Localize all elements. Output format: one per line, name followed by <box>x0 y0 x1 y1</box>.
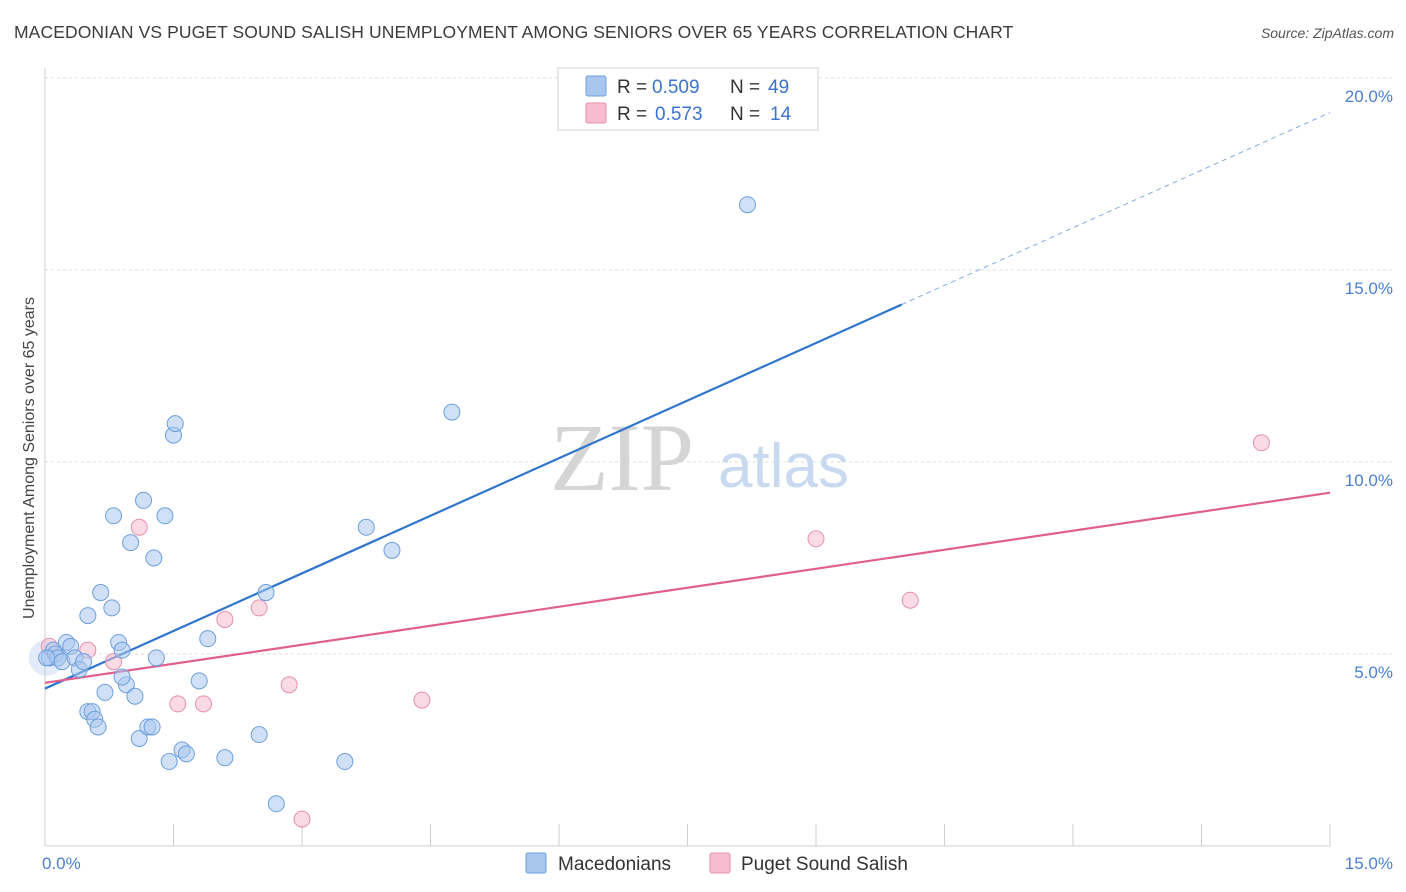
legend-r-label-1: R = <box>617 77 647 98</box>
data-point-macedonians <box>190 672 208 690</box>
data-point-macedonians <box>216 749 234 767</box>
data-point-macedonians <box>160 753 178 771</box>
axes <box>44 68 1331 847</box>
series-legend-swatch-macedonians <box>525 852 547 874</box>
legend-n-value-1: 49 <box>768 77 789 98</box>
data-point-puget-sound-salish <box>1252 434 1270 452</box>
data-point-macedonians <box>113 641 131 659</box>
data-point-macedonians <box>145 549 163 567</box>
y-tick-label: 20.0% <box>1345 87 1393 106</box>
legend-n-value-2: 14 <box>770 104 792 125</box>
legend-swatch-macedonians <box>585 75 607 97</box>
source-credit: Source: ZipAtlas.com <box>1260 25 1394 41</box>
data-point-macedonians <box>105 507 123 525</box>
data-points <box>28 196 1270 828</box>
legend-r-label-2: R = <box>617 104 647 125</box>
legend-n-label-2: N = <box>730 104 760 125</box>
legend-swatch-puget-sound-salish <box>585 102 607 124</box>
data-point-macedonians <box>177 745 195 763</box>
x-tick-label: 0.0% <box>42 854 81 873</box>
trend-lines <box>44 112 1331 690</box>
grid-lines <box>45 77 1395 655</box>
data-point-puget-sound-salish <box>280 676 298 694</box>
series-legend-swatch-puget-sound-salish <box>709 852 731 874</box>
data-point-macedonians <box>199 630 217 648</box>
data-point-puget-sound-salish <box>194 695 212 713</box>
data-point-macedonians <box>357 518 375 536</box>
data-point-macedonians <box>143 718 161 736</box>
data-point-puget-sound-salish <box>105 653 123 671</box>
trend-line-macedonians-extension <box>901 112 1331 306</box>
data-point-macedonians <box>257 584 275 602</box>
chart-title: MACEDONIAN VS PUGET SOUND SALISH UNEMPLO… <box>14 22 1014 42</box>
y-axis-label: Unemployment Among Seniors over 65 years <box>21 297 38 619</box>
data-point-macedonians <box>122 534 140 552</box>
data-point-macedonians <box>336 753 354 771</box>
data-point-puget-sound-salish <box>901 591 919 609</box>
y-tick-label: 10.0% <box>1345 471 1393 490</box>
series-legend-label-macedonians: Macedonians <box>558 854 671 875</box>
data-point-macedonians <box>383 541 401 559</box>
legend-n-label-1: N = <box>730 77 760 98</box>
data-point-puget-sound-salish <box>807 530 825 548</box>
data-point-puget-sound-salish <box>216 610 234 628</box>
watermark-zip: ZIP <box>550 404 694 511</box>
data-point-macedonians <box>156 507 174 525</box>
data-point-macedonians <box>130 729 148 747</box>
data-point-macedonians <box>75 653 93 671</box>
series-legend-label-puget-sound-salish: Puget Sound Salish <box>741 854 908 875</box>
data-point-macedonians <box>443 403 461 421</box>
data-point-macedonians <box>738 196 756 214</box>
legend-r-value-1: 0.509 <box>652 77 700 98</box>
y-tick-label: 15.0% <box>1345 279 1393 298</box>
data-point-macedonians <box>126 687 144 705</box>
x-tick-label: 15.0% <box>1345 854 1393 873</box>
series-legend: Macedonians Puget Sound Salish <box>525 852 908 875</box>
data-point-macedonians <box>166 415 184 433</box>
watermark-atlas: atlas <box>718 432 849 501</box>
data-point-puget-sound-salish <box>169 695 187 713</box>
data-point-macedonians <box>89 718 107 736</box>
data-point-puget-sound-salish <box>250 599 268 617</box>
data-point-puget-sound-salish <box>293 810 311 828</box>
correlation-legend: R = 0.509 N = 49 R = 0.573 N = 14 <box>557 67 819 131</box>
data-point-puget-sound-salish <box>413 691 431 709</box>
y-tick-label: 5.0% <box>1354 663 1393 682</box>
data-point-macedonians <box>135 491 153 509</box>
legend-r-value-2: 0.573 <box>655 104 703 125</box>
trend-line-macedonians <box>44 303 903 690</box>
data-point-macedonians <box>92 584 110 602</box>
data-point-puget-sound-salish <box>130 518 148 536</box>
data-point-macedonians <box>96 683 114 701</box>
data-point-macedonians <box>267 795 285 813</box>
data-point-macedonians <box>103 599 121 617</box>
data-point-macedonians <box>250 726 268 744</box>
data-point-macedonians <box>147 649 165 667</box>
data-point-macedonians <box>79 607 97 625</box>
data-point-macedonians <box>38 649 56 667</box>
trend-line-puget-sound-salish <box>44 491 1331 684</box>
data-point-macedonians <box>113 668 131 686</box>
tick-labels: 5.0% 10.0% 15.0% 20.0% 0.0% 15.0% <box>42 87 1393 873</box>
